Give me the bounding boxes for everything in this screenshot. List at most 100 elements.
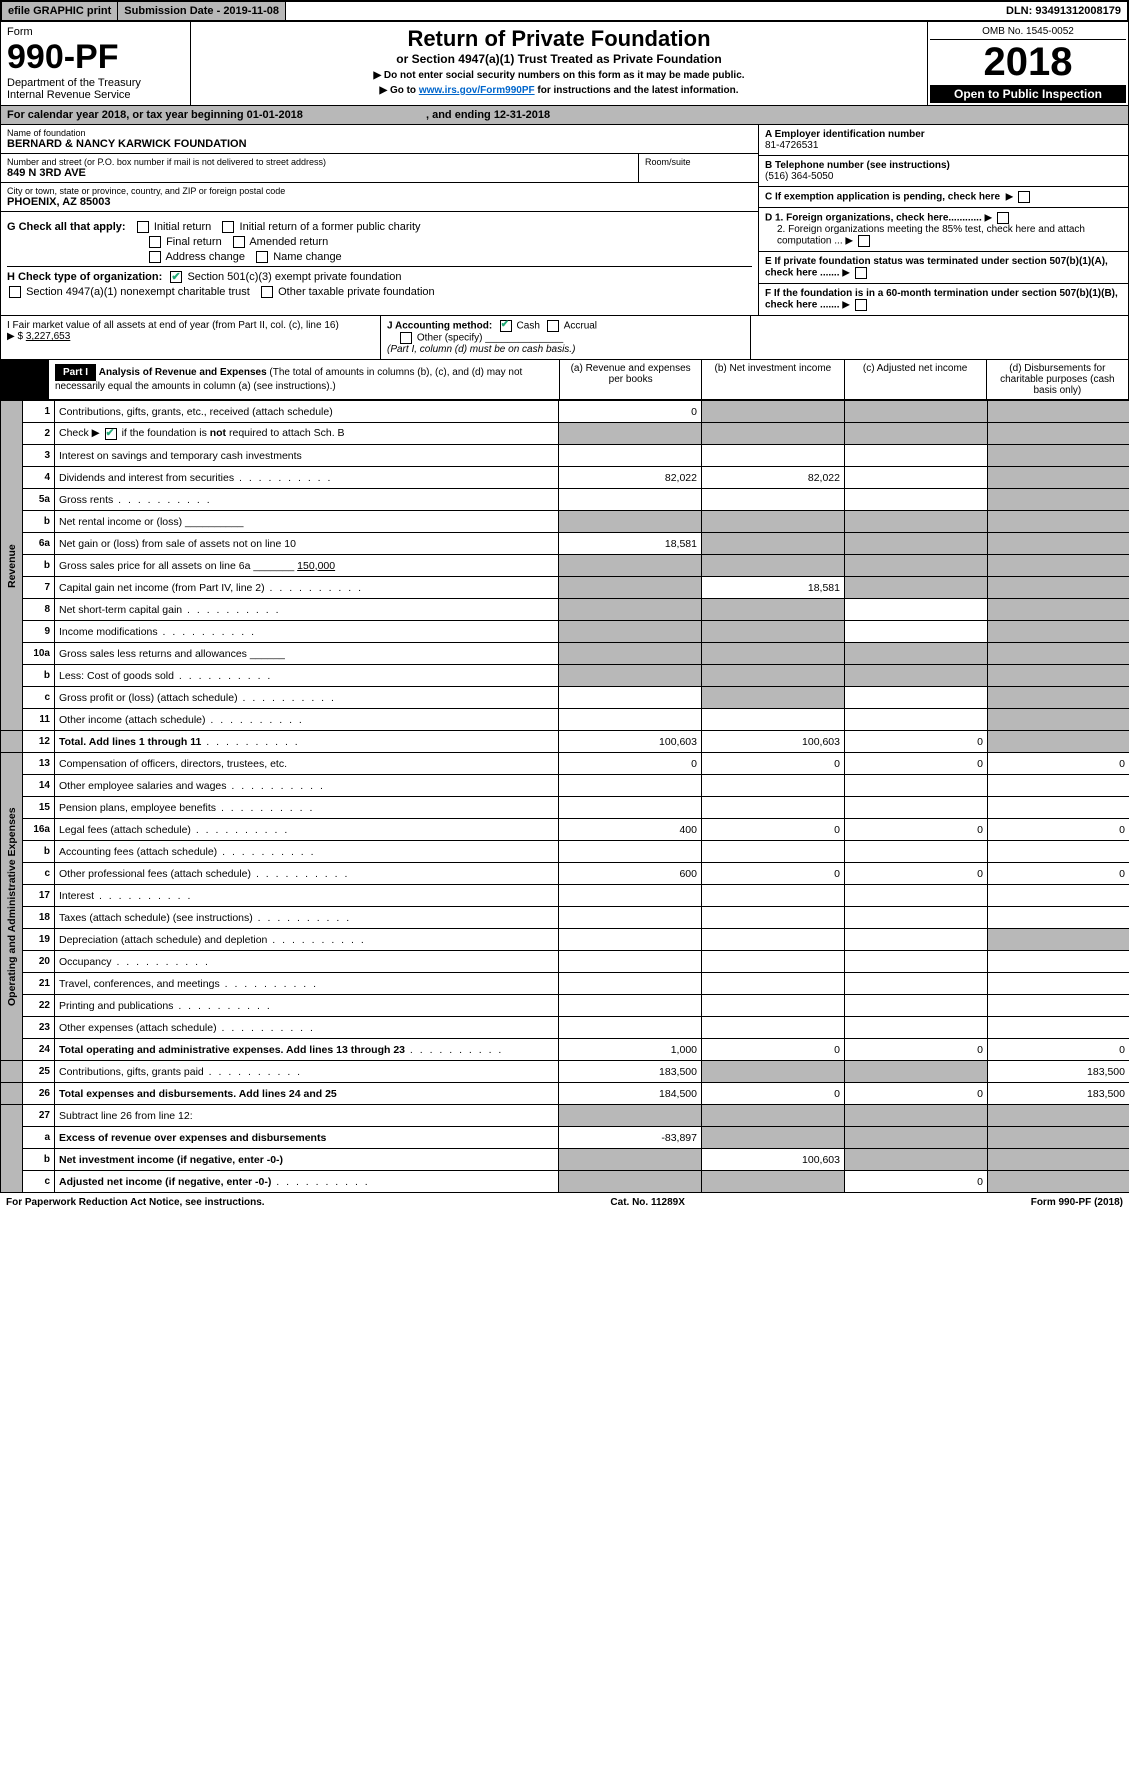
chk-amended[interactable] [233,236,245,248]
row-23: 23Other expenses (attach schedule) [1,1017,1129,1039]
form-header: Form 990-PF Department of the Treasury I… [0,22,1129,106]
row-27c: cAdjusted net income (if negative, enter… [1,1171,1129,1193]
efile-label: efile GRAPHIC print [2,2,118,20]
foundation-name-cell: Name of foundation BERNARD & NANCY KARWI… [1,125,758,154]
section-d: D 1. Foreign organizations, check here..… [759,208,1128,252]
row-10a: 10aGross sales less returns and allowanc… [1,643,1129,665]
omb-number: OMB No. 1545-0052 [930,24,1126,40]
row-26: 26Total expenses and disbursements. Add … [1,1083,1129,1105]
chk-address[interactable] [149,251,161,263]
chk-initial-former[interactable] [222,221,234,233]
row-27a: aExcess of revenue over expenses and dis… [1,1127,1129,1149]
row-21: 21Travel, conferences, and meetings [1,973,1129,995]
row-18: 18Taxes (attach schedule) (see instructi… [1,907,1129,929]
footer-left: For Paperwork Reduction Act Notice, see … [6,1197,265,1208]
submission-date: Submission Date - 2019-11-08 [118,2,286,20]
col-c-header: (c) Adjusted net income [844,360,986,399]
dept-label: Department of the Treasury [7,77,184,89]
chk-other-tax[interactable] [261,286,273,298]
top-bar: efile GRAPHIC print Submission Date - 20… [0,0,1129,22]
address-cell: Number and street (or P.O. box number if… [1,154,638,183]
col-b-header: (b) Net investment income [701,360,843,399]
row-20: 20Occupancy [1,951,1129,973]
chk-501c3[interactable] [170,271,182,283]
dln-label: DLN: 93491312008179 [1000,2,1127,20]
row-27b: bNet investment income (if negative, ent… [1,1149,1129,1171]
row-16c: cOther professional fees (attach schedul… [1,863,1129,885]
ein-cell: A Employer identification number 81-4726… [759,125,1128,156]
row-14: 14Other employee salaries and wages [1,775,1129,797]
chk-c[interactable] [1018,191,1030,203]
note-ssn: ▶ Do not enter social security numbers o… [195,70,923,81]
chk-final[interactable] [149,236,161,248]
chk-accrual[interactable] [547,320,559,332]
header-right: OMB No. 1545-0052 2018 Open to Public In… [928,22,1128,105]
chk-other[interactable] [400,332,412,344]
row-19: 19Depreciation (attach schedule) and dep… [1,929,1129,951]
chk-name[interactable] [256,251,268,263]
row-2: 2Check ▶ if the foundation is not requir… [1,423,1129,445]
header-center: Return of Private Foundation or Section … [191,22,928,105]
row-8: 8Net short-term capital gain [1,599,1129,621]
part1-header: Part I Analysis of Revenue and Expenses … [0,360,1129,400]
page-footer: For Paperwork Reduction Act Notice, see … [0,1193,1129,1212]
chk-cash[interactable] [500,320,512,332]
expenses-label: Operating and Administrative Expenses [1,753,23,1061]
header-left: Form 990-PF Department of the Treasury I… [1,22,191,105]
calendar-year-row: For calendar year 2018, or tax year begi… [0,106,1129,125]
room-cell: Room/suite [638,154,758,183]
chk-e[interactable] [855,267,867,279]
row-1: Revenue 1 Contributions, gifts, grants, … [1,401,1129,423]
entity-left: Name of foundation BERNARD & NANCY KARWI… [1,125,758,315]
row-17: 17Interest [1,885,1129,907]
row-10c: cGross profit or (loss) (attach schedule… [1,687,1129,709]
footer-right: Form 990-PF (2018) [1031,1197,1123,1208]
row-4: 4Dividends and interest from securities8… [1,467,1129,489]
chk-initial[interactable] [137,221,149,233]
row-6b: bGross sales price for all assets on lin… [1,555,1129,577]
section-f: F If the foundation is in a 60-month ter… [759,284,1128,315]
row-15: 15Pension plans, employee benefits [1,797,1129,819]
entity-info: Name of foundation BERNARD & NANCY KARWI… [0,125,1129,316]
row-24: 24Total operating and administrative exp… [1,1039,1129,1061]
row-22: 22Printing and publications [1,995,1129,1017]
note-link: ▶ Go to www.irs.gov/Form990PF for instru… [195,85,923,96]
section-c: C If exemption application is pending, c… [759,187,1128,208]
section-e: E If private foundation status was termi… [759,252,1128,284]
chk-d2[interactable] [858,235,870,247]
row-9: 9Income modifications [1,621,1129,643]
section-g: G Check all that apply: Initial return I… [1,211,758,307]
inspection-badge: Open to Public Inspection [930,85,1126,103]
form-subtitle: or Section 4947(a)(1) Trust Treated as P… [195,52,923,66]
footer-mid: Cat. No. 11289X [610,1197,684,1208]
part1-table: Revenue 1 Contributions, gifts, grants, … [0,400,1129,1193]
form-title: Return of Private Foundation [195,26,923,52]
section-ij: I Fair market value of all assets at end… [0,316,1129,360]
chk-4947[interactable] [9,286,21,298]
row-12: 12Total. Add lines 1 through 11100,60310… [1,731,1129,753]
chk-f[interactable] [855,299,867,311]
chk-schb[interactable] [105,428,117,440]
revenue-label: Revenue [1,401,23,731]
fmv-amount: 3,227,653 [26,331,71,342]
tax-year: 2018 [930,40,1126,85]
section-j: J Accounting method: Cash Accrual Other … [381,316,751,359]
row-3: 3Interest on savings and temporary cash … [1,445,1129,467]
tel-cell: B Telephone number (see instructions) (5… [759,156,1128,187]
form-label: Form [7,26,184,38]
form-number: 990-PF [7,38,184,77]
irs-label: Internal Revenue Service [7,89,184,101]
row-16b: bAccounting fees (attach schedule) [1,841,1129,863]
part1-title-cell: Part I Analysis of Revenue and Expenses … [49,360,559,399]
chk-d1[interactable] [997,212,1009,224]
col-a-header: (a) Revenue and expenses per books [559,360,701,399]
city-cell: City or town, state or province, country… [1,183,758,211]
row-10b: bLess: Cost of goods sold [1,665,1129,687]
row-13: Operating and Administrative Expenses 13… [1,753,1129,775]
row-5b: bNet rental income or (loss) __________ [1,511,1129,533]
col-d-header: (d) Disbursements for charitable purpose… [986,360,1128,399]
row-25: 25Contributions, gifts, grants paid183,5… [1,1061,1129,1083]
row-11: 11Other income (attach schedule) [1,709,1129,731]
irs-link[interactable]: www.irs.gov/Form990PF [419,85,535,96]
row-5a: 5aGross rents [1,489,1129,511]
